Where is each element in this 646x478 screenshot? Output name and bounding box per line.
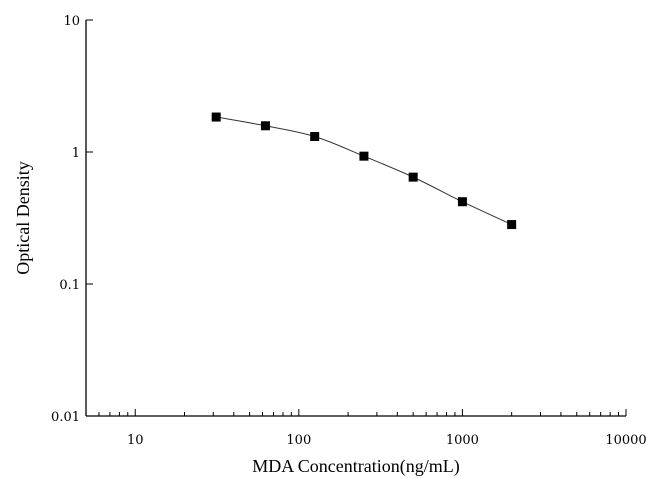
y-tick-label: 0.01: [51, 410, 80, 425]
tick-marks: [85, 19, 627, 417]
axes: [85, 20, 626, 417]
data-point: [260, 121, 270, 131]
y-tick-label: 10: [63, 14, 80, 29]
data-point: [359, 151, 369, 161]
fit-curve-layer: [216, 116, 512, 226]
data-points: [211, 112, 517, 230]
x-tick-label: 10000: [605, 433, 646, 448]
data-point: [507, 220, 517, 230]
x-axis-title: MDA Concentration(ng/mL): [252, 456, 459, 477]
data-point: [408, 172, 418, 182]
x-tick-label: 10: [127, 433, 144, 448]
y-axis-title: Optical Density: [13, 161, 33, 274]
data-point: [457, 197, 467, 207]
x-tick-label: 1000: [446, 433, 479, 448]
data-point: [310, 132, 320, 142]
y-tick-label: 0.1: [59, 278, 80, 293]
fit-curve: [216, 116, 512, 226]
x-tick-label: 100: [286, 433, 311, 448]
tick-labels: 10 100 1000 10000 0.01 0.1 1 10: [51, 14, 646, 448]
data-point: [211, 112, 221, 122]
y-tick-label: 1: [72, 146, 80, 161]
